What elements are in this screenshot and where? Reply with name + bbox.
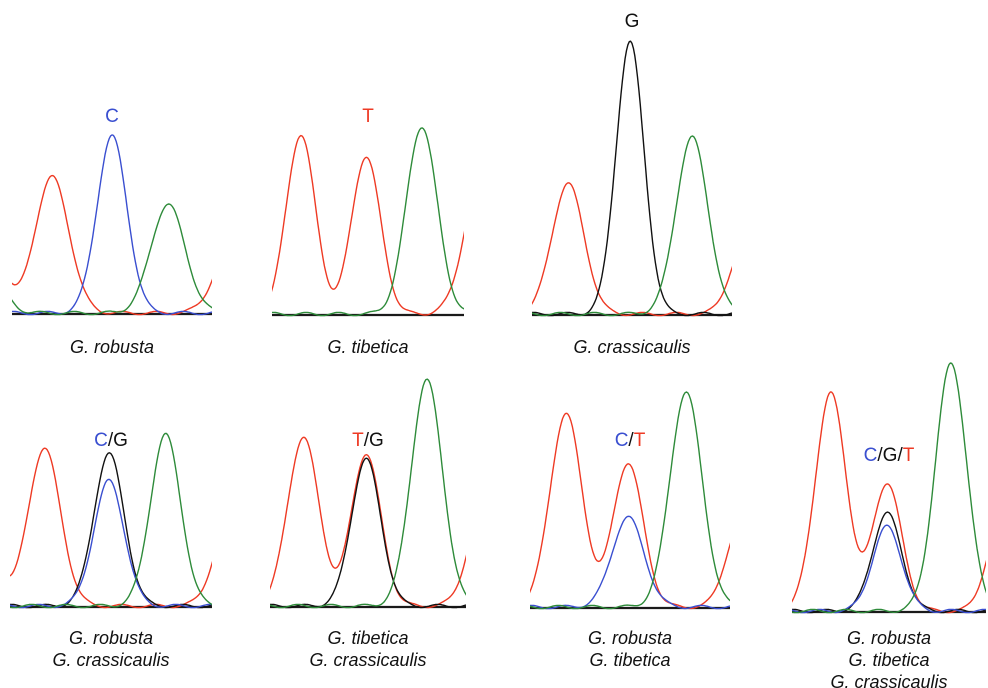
base-call-letter: / — [364, 430, 370, 451]
species-label: G. tibetica — [848, 650, 929, 670]
trace-A — [270, 378, 466, 609]
base-call: C/T — [615, 430, 646, 451]
species-label: G. tibetica — [327, 628, 408, 648]
species-label: G. crassicaulis — [830, 672, 947, 688]
species-label: G. tibetica — [327, 337, 408, 357]
base-call-letter: / — [897, 445, 903, 466]
trace-T — [532, 182, 732, 317]
base-call-letter: G — [625, 11, 640, 32]
base-call-letter: C — [94, 430, 108, 451]
trace-C — [530, 515, 730, 610]
species-label: G. robusta — [847, 628, 931, 648]
base-call: T/G — [352, 430, 384, 451]
base-call-letter: / — [628, 430, 634, 451]
base-call-letter: G — [113, 430, 128, 451]
base-call: G — [625, 11, 640, 32]
trace-T — [270, 436, 466, 609]
species-label: G. robusta — [70, 337, 154, 357]
species-label: G. tibetica — [589, 650, 670, 670]
base-call-letter: T — [352, 430, 364, 451]
trace-G — [792, 511, 986, 614]
trace-A — [272, 127, 464, 317]
base-call-letter: G — [369, 430, 384, 451]
base-call: C — [105, 106, 119, 127]
base-call-letter: C — [105, 106, 119, 127]
trace-A — [532, 135, 732, 317]
species-label: G. crassicaulis — [52, 650, 169, 670]
trace-A — [530, 391, 730, 610]
chromatogram-panel: C G. robusta — [12, 106, 212, 357]
base-call: T — [362, 106, 374, 127]
species-label: G. robusta — [69, 628, 153, 648]
trace-G — [532, 40, 732, 317]
trace-T — [10, 447, 212, 609]
base-call-letter: T — [634, 430, 646, 451]
trace-A — [792, 362, 986, 614]
species-label: G. robusta — [588, 628, 672, 648]
base-call-letter: C — [864, 445, 878, 466]
base-call-letter: / — [108, 430, 114, 451]
trace-T — [530, 412, 730, 610]
trace-A — [12, 203, 212, 316]
species-label: G. crassicaulis — [309, 650, 426, 670]
trace-T — [272, 134, 464, 316]
trace-C — [10, 478, 212, 609]
base-call-letter: C — [615, 430, 629, 451]
base-call: C/G — [94, 430, 128, 451]
trace-A — [10, 432, 212, 609]
trace-C — [792, 524, 986, 614]
trace-T — [792, 391, 986, 614]
chromatogram-panel: T G. tibetica — [272, 106, 464, 357]
base-call-letter: / — [877, 445, 883, 466]
base-call: C/G/T — [864, 445, 915, 466]
base-call-letter: G — [883, 445, 898, 466]
base-call-letter: T — [362, 106, 374, 127]
trace-C — [12, 134, 212, 316]
trace-T — [12, 174, 212, 316]
base-call-letter: T — [903, 445, 915, 466]
chromatogram-panel: G G. crassicaulis — [532, 11, 732, 357]
trace-G — [270, 457, 466, 609]
trace-G — [10, 452, 212, 609]
species-label: G. crassicaulis — [573, 337, 690, 357]
